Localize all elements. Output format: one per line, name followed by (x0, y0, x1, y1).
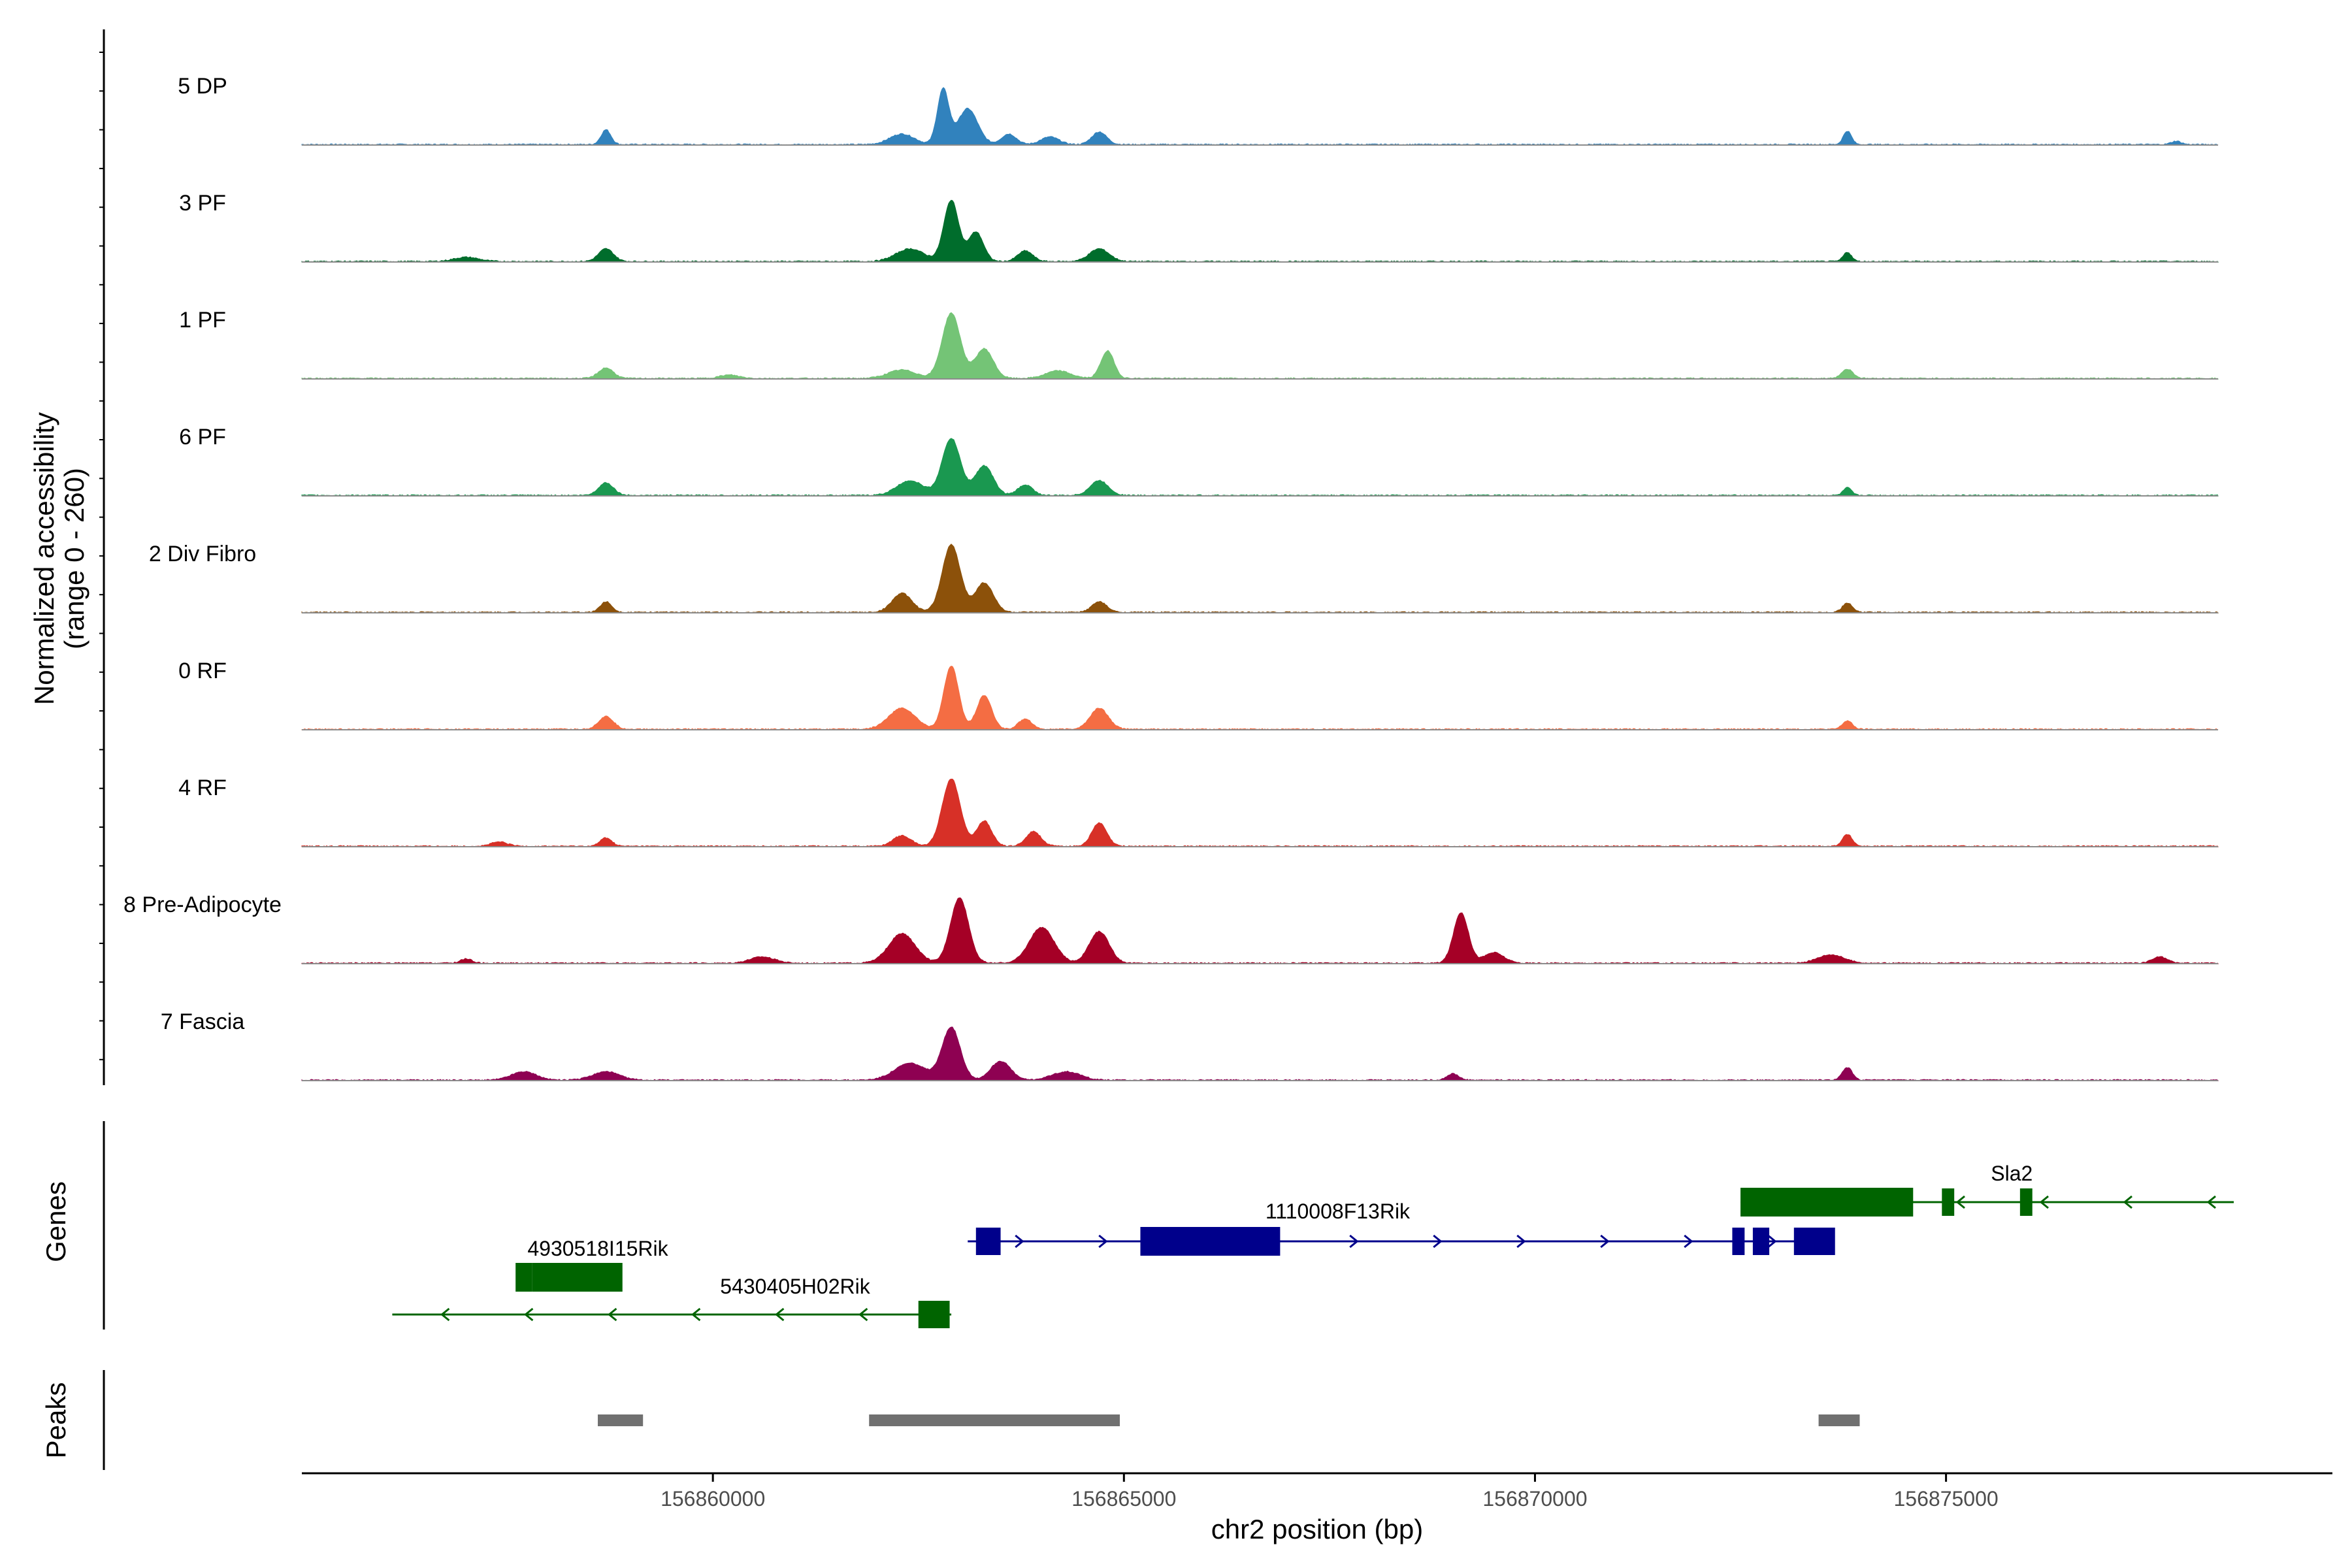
gene-strand-arrow (2206, 1195, 2216, 1209)
peak-regions (597, 1414, 1860, 1426)
track-label: 0 RF (178, 659, 227, 683)
gene-strand-arrow (1015, 1234, 1024, 1249)
gene-strand-arrow (1516, 1234, 1526, 1249)
track-signal-area (301, 199, 2219, 263)
x-axis-ticks: 156860000 156865000 156870000 156875000 (661, 1473, 1999, 1511)
gene-strand-arrow (1684, 1234, 1693, 1249)
track-6-pf: 6 PF (179, 425, 2219, 497)
track-label: 2 Div Fibro (149, 542, 256, 566)
peak-region-bar (597, 1414, 644, 1426)
track-signal-area (301, 438, 2219, 497)
track-signal-area (301, 312, 2219, 380)
gene-strand-arrow (858, 1307, 868, 1322)
gene-exon (918, 1301, 950, 1328)
genes-panel: Genes 4930518I15Rik 5430405H02Rik 1110008F… (41, 1121, 2234, 1330)
x-axis: 156860000 156865000 156870000 156875000 chr… (302, 1472, 2332, 1544)
gene-strand-arrow (1098, 1234, 1108, 1249)
genes-panel-label: Genes (41, 1181, 71, 1262)
y-axis-title-line2: (range 0 - 260) (59, 468, 90, 649)
gene-label: Sla2 (1991, 1162, 2033, 1185)
track-signal-area (301, 897, 2219, 964)
gene-strand-arrow (2039, 1195, 2049, 1209)
track-signal-area (301, 778, 2219, 847)
gene-exon (2019, 1188, 2033, 1216)
gene-exon (515, 1263, 532, 1292)
track-4-rf: 4 RF (178, 776, 2219, 847)
track-5-dp: 5 DP (178, 74, 2219, 146)
gene-5430405h02rik: 5430405H02Rik (392, 1275, 952, 1328)
gene-strand-arrow (524, 1307, 534, 1322)
track-label: 7 Fascia (161, 1009, 245, 1034)
gene-1110008f13rik: 1110008F13Rik (968, 1200, 1835, 1256)
coverage-tracks: 5 DP 3 PF 1 PF 6 PF 2 Div Fibro 0 RF 4 RF 8 Pre… (123, 74, 2219, 1081)
gene-strand-arrow (2123, 1195, 2132, 1209)
gene-strand-arrow (440, 1307, 450, 1322)
track-signal-area (301, 544, 2219, 613)
peaks-panel: Peaks (41, 1370, 1860, 1470)
x-tick-label: 156870000 (1482, 1487, 1587, 1511)
coverage-y-axis (99, 29, 105, 1085)
gene-exon (1942, 1188, 1955, 1216)
x-tick-label: 156875000 (1894, 1487, 1999, 1511)
gene-strand-arrow (608, 1307, 617, 1322)
track-signal-area (301, 1026, 2219, 1081)
y-axis-title: Normalized accessibility (range 0 - 260) (29, 412, 90, 705)
gene-exon (1752, 1228, 1770, 1255)
x-tick-label: 156860000 (661, 1487, 765, 1511)
gene-4930518i15rik: 4930518I15Rik (515, 1237, 669, 1292)
gene-strand-arrow (1767, 1234, 1777, 1249)
track-3-pf: 3 PF (179, 191, 2219, 263)
track-0-rf: 0 RF (178, 659, 2219, 730)
track-label: 8 Pre-Adipocyte (123, 892, 282, 917)
gene-label: 4930518I15Rik (527, 1237, 668, 1260)
track-label: 5 DP (178, 74, 227, 99)
x-tick-label: 156865000 (1071, 1487, 1176, 1511)
track-2-div-fibro: 2 Div Fibro (149, 542, 2219, 613)
gene-sla2: Sla2 (1740, 1162, 2234, 1217)
track-signal-area (301, 665, 2219, 730)
x-axis-title: chr2 position (bp) (1211, 1514, 1424, 1544)
track-label: 1 PF (179, 308, 226, 333)
gene-exon (1732, 1228, 1745, 1255)
gene-label: 1110008F13Rik (1266, 1200, 1411, 1223)
gene-exon (1793, 1228, 1835, 1255)
peak-region-bar (869, 1414, 1120, 1426)
y-axis-title-line1: Normalized accessibility (29, 412, 59, 705)
gene-exon (532, 1263, 623, 1292)
track-signal-area (301, 87, 2219, 146)
gene-strand-arrow (1433, 1234, 1443, 1249)
gene-strand-arrow (775, 1307, 785, 1322)
gene-exon (1740, 1188, 1914, 1217)
gene-exon (975, 1228, 1001, 1255)
track-label: 6 PF (179, 425, 226, 449)
track-label: 4 RF (178, 776, 227, 800)
track-8-pre-adipocyte: 8 Pre-Adipocyte (123, 892, 2219, 964)
track-label: 3 PF (179, 191, 226, 216)
track-7-fascia: 7 Fascia (161, 1009, 2219, 1081)
peaks-panel-label: Peaks (41, 1382, 71, 1459)
gene-label: 5430405H02Rik (720, 1275, 871, 1298)
gene-exon (1140, 1227, 1281, 1256)
peak-region-bar (1818, 1414, 1860, 1426)
gene-annotations: 4930518I15Rik 5430405H02Rik 1110008F13Rik S… (392, 1162, 2234, 1328)
gene-strand-arrow (1600, 1234, 1610, 1249)
gene-strand-arrow (1349, 1234, 1359, 1249)
gene-strand-arrow (1955, 1195, 1965, 1209)
track-1-pf: 1 PF (179, 308, 2219, 380)
gene-strand-arrow (691, 1307, 701, 1322)
